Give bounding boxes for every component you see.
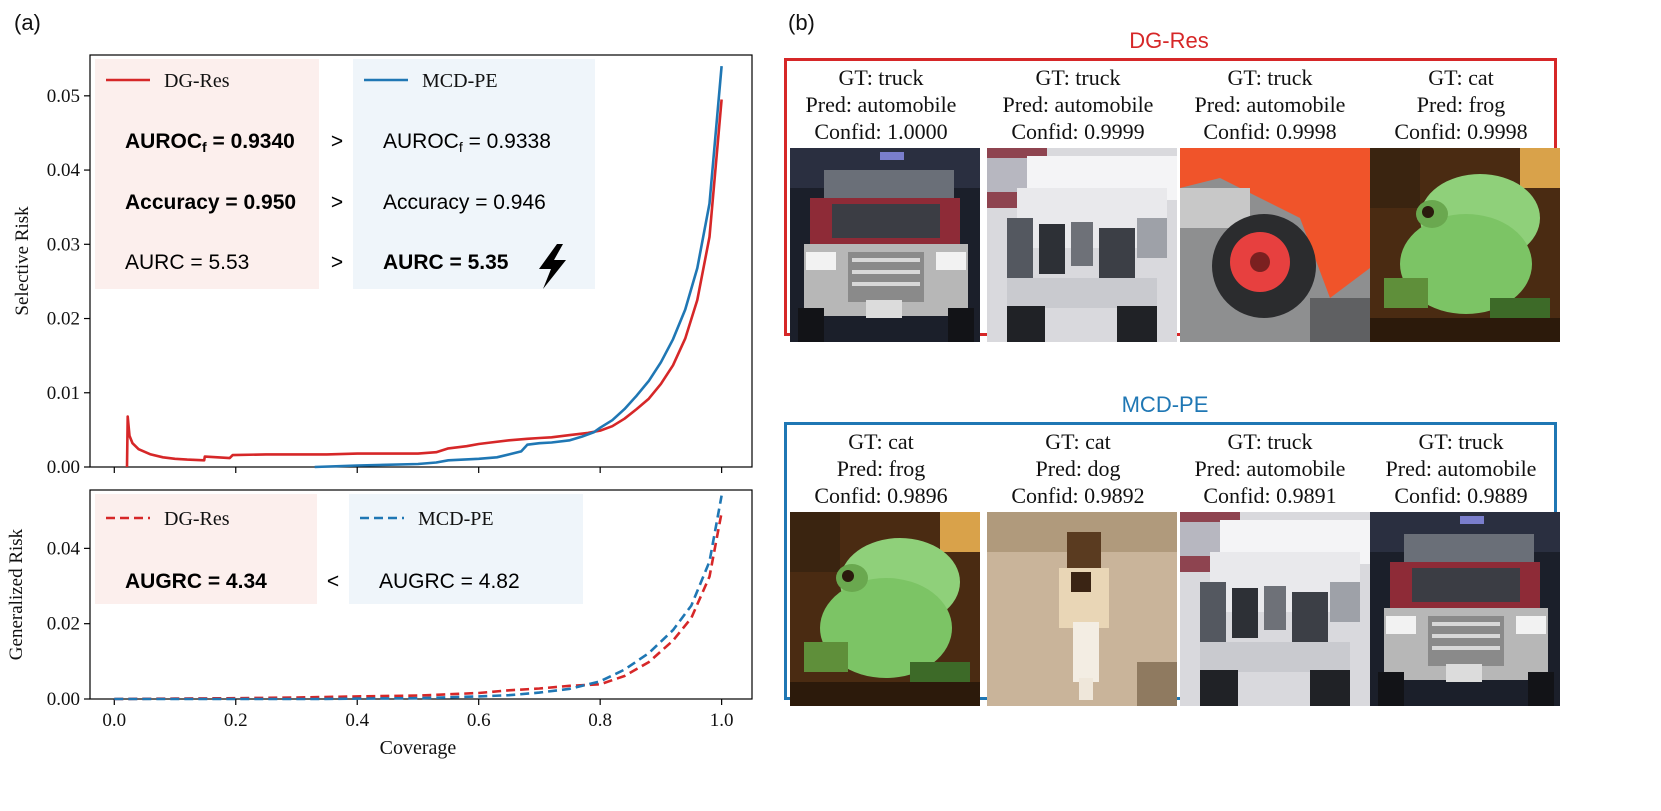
legend-label: DG-Res	[164, 70, 230, 92]
mcd-pe-group-title: MCD-PE	[1121, 392, 1209, 417]
red-truck-wheel-icon	[1180, 148, 1370, 342]
prediction-label: Pred: automobile	[805, 92, 957, 117]
info-box	[95, 59, 319, 289]
metric-text: AUROCf = 0.9338	[383, 130, 551, 155]
metric-text: Accuracy = 0.946	[383, 191, 546, 214]
sample-caption: GT: cat Pred: frog Confid: 0.9896	[782, 428, 980, 509]
info-box	[349, 494, 583, 604]
frog-icon	[790, 512, 980, 706]
metric-text: AUROCf = 0.9340	[125, 130, 295, 155]
axes-frame	[89, 489, 753, 700]
truck-front-icon	[790, 148, 980, 342]
comparison-symbol: >	[331, 130, 343, 153]
ground-truth-label: GT: truck	[1227, 65, 1313, 90]
info-box	[95, 494, 317, 604]
y-tick-label: 0.01	[47, 383, 80, 404]
confidence-label: Confid: 0.9889	[1394, 483, 1528, 508]
confidence-label: Confid: 0.9892	[1011, 483, 1145, 508]
y-tick-label: 0.00	[47, 457, 80, 478]
ground-truth-label: GT: truck	[1227, 429, 1313, 454]
metric-text: AUGRC = 4.82	[379, 570, 520, 593]
axes-frame	[89, 54, 753, 468]
prediction-label: Pred: automobile	[1194, 456, 1346, 481]
prediction-label: Pred: automobile	[1194, 92, 1346, 117]
metric-text: AUGRC = 4.34	[125, 570, 267, 593]
sample-caption: GT: cat Pred: frog Confid: 0.9998	[1362, 64, 1560, 145]
metric-text: Accuracy = 0.950	[125, 191, 296, 214]
legend-label: MCD-PE	[418, 508, 494, 530]
metric-text: AURC = 5.35	[383, 251, 509, 274]
x-tick-label: 0.4	[345, 710, 369, 731]
sample-caption: GT: cat Pred: dog Confid: 0.9892	[979, 428, 1177, 509]
ground-truth-label: GT: cat	[1045, 429, 1111, 454]
y-tick-label: 0.04	[47, 160, 81, 181]
confidence-label: Confid: 0.9998	[1394, 119, 1528, 144]
series-line-mcd-pe	[114, 495, 723, 701]
legend-label: DG-Res	[164, 508, 230, 530]
white-truck-icon	[987, 148, 1177, 342]
ground-truth-label: GT: truck	[1035, 65, 1121, 90]
x-tick-label: 0.6	[467, 710, 491, 731]
prediction-label: Pred: automobile	[1385, 456, 1537, 481]
prediction-label: Pred: frog	[1416, 92, 1506, 117]
blurry-animal-icon	[987, 512, 1177, 706]
ground-truth-label: GT: truck	[1418, 429, 1504, 454]
confidence-label: Confid: 0.9896	[814, 483, 948, 508]
x-tick-label: 0.2	[224, 710, 248, 731]
prediction-label: Pred: dog	[1035, 456, 1121, 481]
y-tick-label: 0.02	[47, 309, 80, 330]
sample-caption: GT: truck Pred: automobile Confid: 1.000…	[782, 64, 980, 145]
x-tick-label: 1.0	[710, 710, 734, 731]
confidence-label: Confid: 0.9999	[1011, 119, 1145, 144]
series-line-mcd-pe	[314, 65, 723, 469]
panel-label-b: (b)	[788, 10, 815, 35]
x-tick-label: 0.0	[102, 710, 126, 731]
confidence-label: Confid: 0.9998	[1203, 119, 1337, 144]
sample-caption: GT: truck Pred: automobile Confid: 0.989…	[1171, 428, 1369, 509]
lightning-bolt-icon	[539, 244, 566, 289]
confidence-label: Confid: 1.0000	[814, 119, 948, 144]
y-tick-label: 0.04	[47, 538, 81, 559]
ground-truth-label: GT: truck	[838, 65, 924, 90]
legend-label: MCD-PE	[422, 70, 498, 92]
sample-caption: GT: truck Pred: automobile Confid: 0.999…	[1171, 64, 1369, 145]
ground-truth-label: GT: cat	[1428, 65, 1494, 90]
metric-text: AURC = 5.53	[125, 251, 249, 274]
series-line-dg-res	[125, 99, 723, 468]
x-tick-label: 0.8	[588, 710, 612, 731]
y-tick-label: 0.02	[47, 614, 80, 635]
prediction-label: Pred: frog	[836, 456, 926, 481]
y-tick-label: 0.00	[47, 689, 80, 710]
y-tick-label: 0.03	[47, 234, 80, 255]
y-axis-label: Generalized Risk	[6, 528, 27, 660]
y-tick-label: 0.05	[47, 86, 80, 107]
comparison-symbol: >	[331, 191, 343, 214]
confidence-label: Confid: 0.9891	[1203, 483, 1337, 508]
frog-icon	[1370, 148, 1560, 342]
comparison-symbol: <	[327, 570, 339, 593]
sample-caption: GT: truck Pred: automobile Confid: 0.999…	[979, 64, 1177, 145]
panel-label-a: (a)	[14, 10, 41, 35]
truck-front-icon	[1370, 512, 1560, 706]
comparison-symbol: >	[331, 251, 343, 274]
selective-risk-figure: 0.00 0.01 0.02 0.03 0.04 0.05 Selective Risk DG…	[6, 54, 753, 759]
dg-res-group-title: DG-Res	[1129, 28, 1209, 53]
prediction-label: Pred: automobile	[1002, 92, 1154, 117]
sample-caption: GT: truck Pred: automobile Confid: 0.988…	[1362, 428, 1560, 509]
white-truck-icon	[1180, 512, 1370, 706]
y-axis-label: Selective Risk	[12, 206, 33, 316]
x-axis-label: Coverage	[380, 737, 457, 759]
ground-truth-label: GT: cat	[848, 429, 914, 454]
